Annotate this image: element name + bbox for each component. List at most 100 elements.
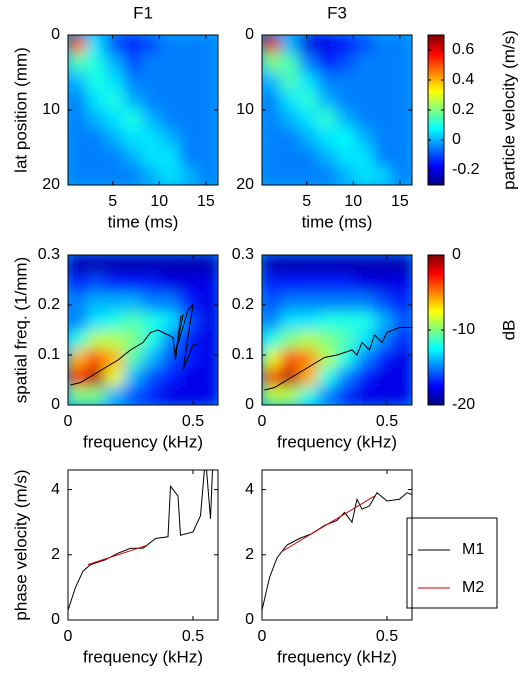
x-tick-label: 0	[64, 628, 73, 645]
heatmap-cell	[298, 147, 319, 167]
y-tick-label: 20	[236, 176, 254, 193]
heatmap-cell	[105, 367, 125, 387]
heatmap-cell	[374, 273, 394, 293]
heatmap-cell	[179, 90, 199, 111]
heatmap-cell	[160, 35, 181, 55]
heatmap-cell	[68, 53, 88, 73]
heatmap-cell	[374, 292, 394, 312]
heatmap-cell	[179, 109, 199, 130]
line	[70, 303, 198, 386]
heatmap-cell	[161, 310, 181, 331]
y-tick-label: 0.3	[232, 246, 254, 263]
x-tick-label: 0.5	[182, 628, 204, 645]
heatmap-cell	[142, 255, 163, 275]
heatmap-cell	[142, 35, 162, 55]
y-tick-label: 20	[42, 176, 60, 193]
heatmap-cell	[336, 329, 357, 350]
y-tick-label: 0.1	[232, 346, 254, 363]
heatmap-cell	[161, 255, 181, 275]
heatmap-cell	[160, 90, 181, 111]
heatmap-cell	[179, 35, 199, 55]
heatmap-cell	[198, 329, 218, 350]
legend-box	[406, 517, 498, 609]
x-tick-label: 0.5	[376, 413, 398, 430]
heatmap-cell	[198, 255, 218, 275]
x-axis-label: frequency (kHz)	[83, 432, 203, 451]
heatmap-cell	[317, 310, 338, 331]
heatmap-cell	[392, 310, 412, 331]
heatmap-cell	[280, 385, 300, 405]
heatmap-cell	[336, 385, 357, 405]
heatmap-cell	[280, 329, 300, 350]
heatmap-cell	[105, 310, 125, 331]
heatmap-cell	[317, 128, 338, 148]
heatmap-cell	[180, 348, 200, 368]
x-axis-label: frequency (kHz)	[277, 647, 397, 666]
heatmap-cell	[317, 72, 338, 92]
heatmap-cell	[142, 165, 162, 185]
heatmap	[262, 255, 412, 405]
heatmap-cell	[392, 385, 412, 405]
heatmap-cell	[68, 109, 88, 130]
heatmap	[68, 35, 218, 185]
heatmap-cell	[336, 273, 357, 293]
heatmap-cell	[197, 128, 218, 148]
heatmap-cell	[105, 329, 125, 350]
heatmap-cell	[391, 147, 412, 167]
heatmap-cell	[355, 255, 375, 275]
y-tick-label: 0.1	[38, 346, 60, 363]
heatmap-cell	[354, 53, 375, 73]
heatmap-cell	[197, 35, 218, 55]
heatmap-cell	[391, 35, 412, 55]
heatmap-cell	[317, 35, 338, 55]
colorbar-label: dB	[499, 320, 518, 341]
x-tick-label: 0	[64, 413, 73, 430]
heatmap-cell	[280, 109, 300, 130]
colorbar-tick-label: -20	[452, 396, 475, 413]
heatmap-cell	[123, 348, 144, 368]
y-tick-label: 0	[245, 611, 254, 628]
heatmap-cell	[280, 53, 300, 73]
heatmap-cell	[374, 255, 394, 275]
heatmap-cell	[104, 72, 125, 92]
heatmap-cell	[86, 90, 106, 111]
heatmap-cell	[105, 273, 125, 293]
panel-title: F1	[133, 3, 153, 22]
heatmap-cell	[336, 90, 356, 111]
heatmap-cell	[180, 255, 200, 275]
plot-area	[262, 492, 412, 611]
x-tick-label: 0	[258, 413, 267, 430]
heatmap-cell	[298, 109, 319, 130]
heatmap	[68, 255, 218, 405]
heatmap-cell	[391, 128, 412, 148]
heatmap-cell	[392, 329, 412, 350]
heatmap-cell	[354, 90, 375, 111]
heatmap-cell	[142, 385, 163, 405]
heatmap-cell	[160, 72, 181, 92]
heatmap-cell	[392, 292, 412, 312]
y-tick-label: 0	[51, 396, 60, 413]
heatmap-cell	[179, 72, 199, 92]
heatmap-cell	[86, 385, 106, 405]
heatmap-cell	[142, 90, 162, 111]
heatmap-cell	[336, 367, 357, 387]
heatmap-cell	[373, 147, 393, 167]
heatmap-cell	[123, 273, 144, 293]
line	[264, 327, 412, 391]
colorbar-label: particle velocity (m/s)	[499, 30, 518, 190]
y-tick-label: 4	[245, 481, 254, 498]
heatmap-cell	[198, 348, 218, 368]
heatmap-cell	[197, 147, 218, 167]
heatmap-cell	[161, 292, 181, 312]
heatmap-cell	[105, 385, 125, 405]
heatmap-cell	[317, 292, 338, 312]
heatmap-cell	[86, 147, 106, 167]
heatmap-cell	[317, 367, 338, 387]
legend-label: M2	[462, 579, 484, 596]
heatmap-cell	[354, 72, 375, 92]
heatmap-cell	[298, 35, 319, 55]
heatmap-cell	[317, 147, 338, 167]
heatmap-cell	[336, 292, 357, 312]
axes-box	[261, 469, 413, 621]
y-tick-label: 0.3	[38, 246, 60, 263]
